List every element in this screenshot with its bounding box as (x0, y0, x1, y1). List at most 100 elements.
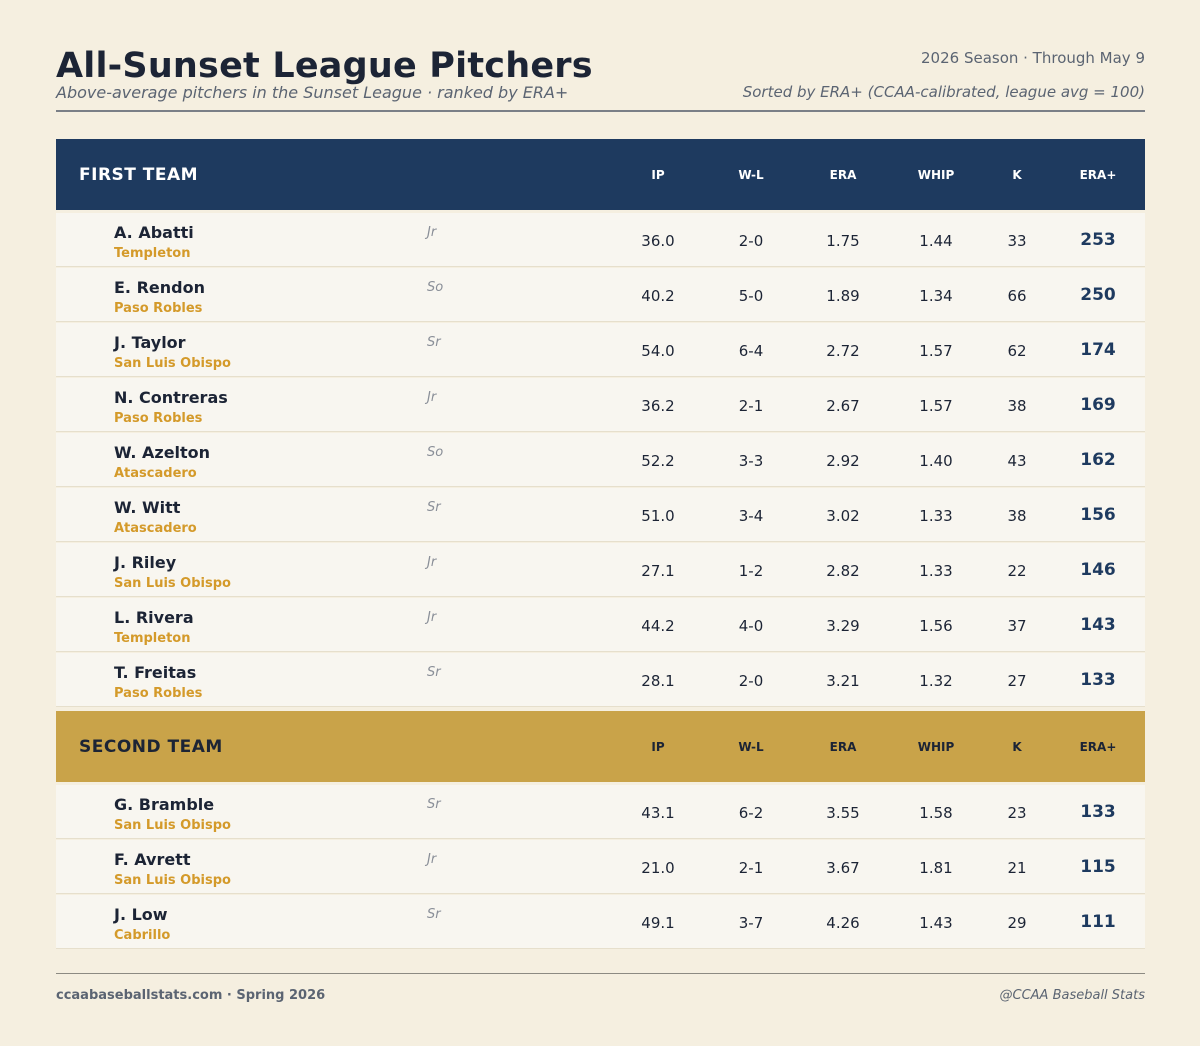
stat-whip: 1.43 (919, 914, 953, 932)
column-header-k[interactable]: K (1012, 739, 1022, 754)
sort-note: Sorted by ERA+ (CCAA-calibrated, league … (742, 83, 1145, 101)
stat-k: 29 (1007, 914, 1027, 932)
player-name: E. Rendon (114, 278, 205, 297)
stat-era-plus: 115 (1080, 857, 1116, 877)
stat-k: 37 (1007, 617, 1027, 635)
column-header-era[interactable]: ERA (829, 167, 857, 182)
player-school: Paso Robles (114, 686, 203, 701)
stat-whip: 1.58 (919, 804, 953, 822)
player-school: Templeton (114, 246, 191, 261)
stat-era: 2.72 (826, 342, 860, 360)
stat-whip: 1.57 (919, 342, 953, 360)
player-class: Sr (427, 500, 441, 515)
stat-era: 2.92 (826, 452, 860, 470)
table-row[interactable]: L. Rivera Templeton Jr 44.2 4-0 3.29 1.56 37 143 (56, 598, 1145, 652)
stat-whip: 1.33 (919, 507, 953, 525)
team-name: SECOND TEAM (79, 736, 223, 757)
stat-era-plus: 146 (1080, 560, 1116, 580)
stat-ip: 36.0 (641, 232, 675, 250)
player-class: Sr (427, 797, 441, 812)
stat-k: 38 (1007, 397, 1027, 415)
stat-whip: 1.40 (919, 452, 953, 470)
stat-ip: 36.2 (641, 397, 675, 415)
stat-k: 21 (1007, 859, 1027, 877)
stat-k: 38 (1007, 507, 1027, 525)
page-title: All-Sunset League Pitchers (56, 46, 593, 86)
stat-era-plus: 156 (1080, 505, 1116, 525)
table-row[interactable]: F. Avrett San Luis Obispo Jr 21.0 2-1 3.67 1.8… (56, 840, 1145, 894)
page-header: All-Sunset League Pitchers Above-average… (56, 46, 1145, 112)
player-school: Templeton (114, 631, 191, 646)
stat-whip: 1.33 (919, 562, 953, 580)
column-header-whip[interactable]: WHIP (917, 167, 955, 182)
stat-ip: 28.1 (641, 672, 675, 690)
stat-wl: 3-3 (738, 452, 764, 470)
player-class: Jr (427, 555, 437, 570)
stat-whip: 1.57 (919, 397, 953, 415)
footer-divider (56, 973, 1145, 974)
second-team-header: SECOND TEAM IP W-L ERA WHIP K ERA+ (56, 711, 1145, 782)
player-class: So (427, 280, 444, 295)
player-class: Jr (427, 610, 437, 625)
stat-wl: 4-0 (738, 617, 764, 635)
player-name: L. Rivera (114, 608, 194, 627)
table-row[interactable]: J. Low Cabrillo Sr 49.1 3-7 4.26 1.43 29 111 (56, 895, 1145, 949)
player-school: Atascadero (114, 466, 197, 481)
stat-wl: 6-4 (738, 342, 764, 360)
player-school: Paso Robles (114, 411, 203, 426)
column-header-wl[interactable]: W-L (738, 739, 764, 754)
table-row[interactable]: N. Contreras Paso Robles Jr 36.2 2-1 2.67 1.57… (56, 378, 1145, 432)
column-header-wl[interactable]: W-L (738, 167, 764, 182)
column-header-k[interactable]: K (1012, 167, 1022, 182)
table-row[interactable]: W. Witt Atascadero Sr 51.0 3-4 3.02 1.33 38 156 (56, 488, 1145, 542)
table-row[interactable]: A. Abatti Templeton Jr 36.0 2-0 1.75 1.44 33 253 (56, 213, 1145, 267)
stat-whip: 1.44 (919, 232, 953, 250)
column-header-ip[interactable]: IP (651, 739, 665, 754)
table-row[interactable]: J. Riley San Luis Obispo Jr 27.1 1-2 2.82 1.33… (56, 543, 1145, 597)
footer-handle[interactable]: @CCAA Baseball Stats (999, 988, 1146, 1003)
player-school: San Luis Obispo (114, 576, 231, 591)
stat-era-plus: 133 (1080, 802, 1116, 822)
first-team-header: FIRST TEAM IP W-L ERA WHIP K ERA+ (56, 139, 1145, 210)
column-header-whip[interactable]: WHIP (917, 739, 955, 754)
stat-k: 27 (1007, 672, 1027, 690)
footer-site[interactable]: ccaabaseballstats.com · Spring 2026 (56, 988, 326, 1003)
table-row[interactable]: E. Rendon Paso Robles So 40.2 5-0 1.89 1.34 66 2… (56, 268, 1145, 322)
stat-ip: 52.2 (641, 452, 675, 470)
column-header-era-plus[interactable]: ERA+ (1079, 167, 1117, 182)
stat-k: 62 (1007, 342, 1027, 360)
stat-k: 43 (1007, 452, 1027, 470)
player-name: J. Riley (114, 553, 177, 572)
stat-era: 4.26 (826, 914, 860, 932)
page-subtitle: Above-average pitchers in the Sunset Lea… (56, 83, 569, 102)
stat-k: 23 (1007, 804, 1027, 822)
player-class: Jr (427, 852, 437, 867)
stat-k: 22 (1007, 562, 1027, 580)
stat-wl: 5-0 (738, 287, 764, 305)
stat-wl: 2-1 (738, 397, 764, 415)
table-row[interactable]: W. Azelton Atascadero So 52.2 3-3 2.92 1.40 43 1… (56, 433, 1145, 487)
player-name: J. Taylor (114, 333, 186, 352)
column-header-ip[interactable]: IP (651, 167, 665, 182)
column-header-era-plus[interactable]: ERA+ (1079, 739, 1117, 754)
stat-ip: 51.0 (641, 507, 675, 525)
stat-ip: 49.1 (641, 914, 675, 932)
stat-ip: 21.0 (641, 859, 675, 877)
stat-era: 3.67 (826, 859, 860, 877)
player-school: Paso Robles (114, 301, 203, 316)
table-row[interactable]: J. Taylor San Luis Obispo Sr 54.0 6-4 2.72 1.5… (56, 323, 1145, 377)
stat-era: 3.02 (826, 507, 860, 525)
player-name: J. Low (114, 905, 168, 924)
player-name: F. Avrett (114, 850, 191, 869)
column-header-era[interactable]: ERA (829, 739, 857, 754)
header-divider (56, 110, 1145, 112)
stat-era-plus: 169 (1080, 395, 1116, 415)
stat-era: 3.55 (826, 804, 860, 822)
stat-ip: 27.1 (641, 562, 675, 580)
table-row[interactable]: T. Freitas Paso Robles Sr 28.1 2-0 3.21 1.32 27… (56, 653, 1145, 707)
table-row[interactable]: G. Bramble San Luis Obispo Sr 43.1 6-2 3.55 1.… (56, 785, 1145, 839)
player-name: T. Freitas (114, 663, 197, 682)
stat-era-plus: 143 (1080, 615, 1116, 635)
stat-era: 3.29 (826, 617, 860, 635)
stat-k: 66 (1007, 287, 1027, 305)
